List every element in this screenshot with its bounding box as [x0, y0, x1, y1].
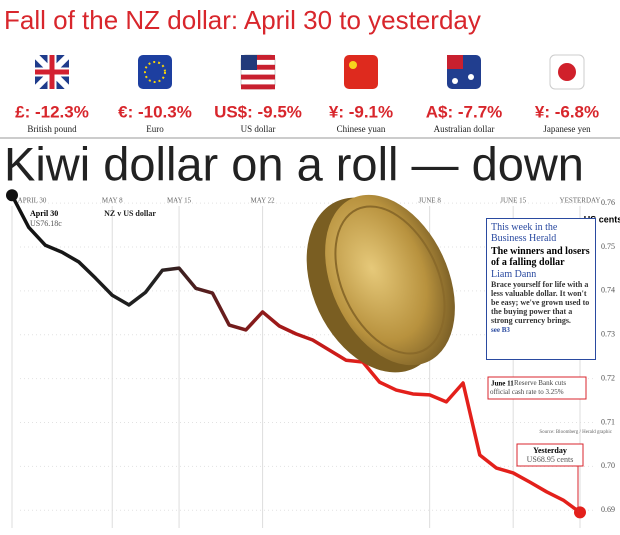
- x-tick-label: JUNE 8: [418, 197, 441, 205]
- flag: [344, 55, 378, 89]
- flag-stripe: [241, 55, 275, 60]
- x-tick-label: MAY 8: [102, 197, 123, 205]
- annotation-text: Reserve Bank cuts official cash rate to …: [490, 379, 567, 396]
- callout-box: [487, 376, 587, 400]
- annotation-title: April 30: [30, 209, 58, 218]
- start-dot: [6, 189, 18, 202]
- y-tick-label: 0.72: [601, 373, 615, 382]
- flags: £: -12.3% British pound €: -10.3% Euro US$: …: [15, 52, 599, 134]
- y-tick-label: 0.70: [601, 461, 615, 470]
- flag-star: [468, 74, 474, 80]
- x-tick-label: YESTERDAY: [560, 197, 601, 205]
- currency-change: €: -10.3%: [118, 102, 192, 121]
- currency-change: A$: -7.7%: [426, 102, 503, 121]
- y-tick-label: 0.73: [601, 330, 615, 339]
- annotation-title: Yesterday: [533, 446, 567, 455]
- series-line: [10, 194, 582, 514]
- y-tick-label: 0.76: [601, 198, 615, 207]
- currency-name: British pound: [27, 124, 77, 134]
- currency-change: £: -12.3%: [15, 102, 89, 121]
- annotation-text: US68.95 cents: [527, 455, 574, 464]
- flag-star: [349, 61, 357, 69]
- x-tick-label: JUNE 15: [500, 197, 526, 205]
- flag-stripe: [241, 64, 275, 70]
- x-tick-label: MAY 22: [250, 197, 275, 205]
- coin: [306, 194, 455, 373]
- y-tick-label: 0.69: [601, 505, 615, 514]
- x-tick-label: MAY 15: [167, 197, 192, 205]
- x-tick-label: APRIL 30: [18, 197, 47, 205]
- y-tick-label: 0.74: [601, 286, 615, 295]
- flag-cross: [35, 55, 69, 89]
- sidebar-headline: The winners and losers of a falling doll…: [491, 246, 590, 268]
- flag-canton: [447, 55, 463, 69]
- series-name: NZ v US dollar: [104, 209, 156, 218]
- currency-name: Euro: [146, 124, 164, 134]
- page-title: Fall of the NZ dollar: April 30 to yeste…: [4, 5, 481, 35]
- currency-change: US$: -9.5%: [214, 102, 302, 121]
- annotation-text: US76.18c: [30, 219, 62, 228]
- flag-stars: [144, 61, 166, 83]
- currency-change: ¥: -6.8%: [535, 102, 599, 121]
- flag-sun: [558, 63, 576, 81]
- y-tick-label: 0.71: [601, 417, 615, 426]
- sidebar-kicker: This week in the Business Herald: [491, 222, 558, 244]
- annotation-title: June 11: [491, 380, 514, 388]
- callout-box: [516, 443, 584, 467]
- sidebar-ref: see B3: [491, 326, 510, 334]
- y-tick-label: 0.75: [601, 242, 615, 251]
- flag: [138, 55, 172, 89]
- end-dot: [574, 506, 586, 519]
- currency-name: Australian dollar: [434, 124, 495, 134]
- flag-canton: [241, 55, 257, 70]
- sidebar-box: This week in the Business Herald The winn…: [486, 218, 596, 360]
- currency-name: US dollar: [241, 124, 276, 134]
- annotation-body: Reserve Bank cuts official cash rate to …: [490, 379, 567, 396]
- source: Source: Bloomberg / Herald graphic: [539, 430, 612, 435]
- currency-name: Chinese yuan: [337, 124, 386, 134]
- y-axis-label: US cents: [584, 214, 620, 224]
- currency-change: ¥: -9.1%: [329, 102, 393, 121]
- flag-stripe: [241, 84, 275, 90]
- sidebar-body: Brace yourself for life with a less valu…: [491, 280, 590, 325]
- sidebar-author: Liam Dann: [491, 269, 537, 280]
- currency-name: Japanese yen: [543, 124, 591, 134]
- flag-star: [452, 78, 458, 84]
- plot: US cents 0.76 0.75 0.74 0.73 0.72 0.71 0.70 0.69…: [10, 194, 620, 528]
- flag-stripe: [241, 74, 275, 80]
- headline: Kiwi dollar on a roll — down: [4, 137, 584, 190]
